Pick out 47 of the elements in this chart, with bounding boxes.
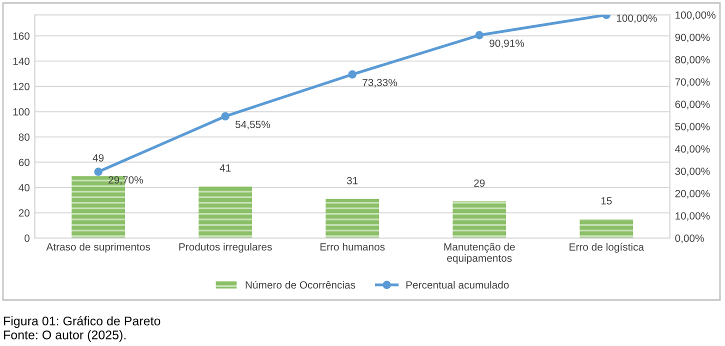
- y2-tick-label: 30,00%: [675, 168, 710, 176]
- legend-label: Percentual acumulado: [406, 280, 509, 289]
- bar: [198, 186, 252, 238]
- text: Figura 01: Gráfico de Pareto: [4, 316, 160, 328]
- x-tick-label: Erro humanos: [320, 242, 385, 251]
- y2-tick-label: 60,00%: [675, 100, 710, 110]
- y-tick-label: 100: [13, 108, 30, 116]
- x-tick-label: Manutenção de equipamentos: [444, 242, 515, 264]
- data-label: 31: [346, 176, 358, 184]
- y-tick-label: 80: [18, 133, 30, 141]
- data-label: 41: [220, 164, 231, 172]
- y-tick-label: 40: [18, 184, 30, 192]
- legend-label: Número de Ocorrências: [246, 280, 356, 289]
- y-tick-label: 120: [13, 82, 30, 90]
- y-tick-label: 20: [18, 209, 30, 217]
- y-tick-label: 160: [13, 32, 30, 40]
- data-label: 73,33%: [362, 78, 398, 88]
- source-note: Fonte: O autor (2025).: [4, 330, 126, 342]
- y-tick-label: 140: [13, 58, 30, 66]
- x-tick-label: Atraso de suprimentos: [46, 242, 150, 253]
- y2-tick-label: 100,00%: [676, 11, 716, 20]
- y2-tick-label: 0,00%: [675, 234, 704, 244]
- y2-tick-label: 70,00%: [675, 78, 710, 87]
- y2-tick-label: 40,00%: [675, 145, 710, 154]
- x-tick-label: Erro de logística: [570, 242, 644, 253]
- bar: [452, 201, 506, 238]
- y-tick-label: 0: [24, 234, 30, 242]
- data-label: 29,70%: [108, 176, 143, 185]
- bar: [326, 198, 380, 238]
- bar: [580, 219, 634, 238]
- y2-tick-label: 20,00%: [675, 190, 710, 199]
- data-label: 29: [474, 179, 485, 187]
- point: [221, 112, 230, 120]
- point: [348, 70, 357, 79]
- y2-tick-label: 90,00%: [675, 34, 710, 42]
- data-label: 100,00%: [616, 14, 657, 24]
- data-label: 49: [92, 154, 104, 162]
- data-label: 54,55%: [235, 120, 270, 130]
- x-tick-label: Produtos irregulares: [179, 242, 272, 253]
- y2-tick-label: 10,00%: [676, 212, 710, 221]
- data-label: 90,91%: [490, 40, 524, 48]
- data-label: 15: [601, 197, 612, 205]
- y-tick-label: 60: [18, 158, 30, 166]
- point: [94, 168, 102, 176]
- y2-tick-label: 50,00%: [675, 122, 710, 132]
- point: [475, 30, 484, 40]
- y2-tick-label: 80,00%: [675, 56, 710, 65]
